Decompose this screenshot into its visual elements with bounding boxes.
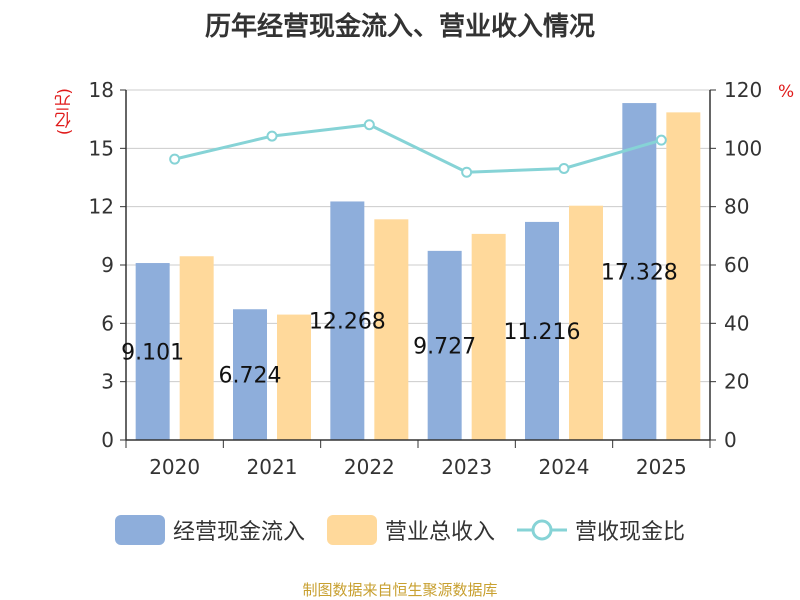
data-label-cash-inflow: 9.727 <box>413 334 476 359</box>
x-tick-label: 2024 <box>539 455 590 479</box>
bar-cash-inflow <box>135 263 170 440</box>
left-tick-label: 18 <box>89 78 114 102</box>
right-tick-label: 80 <box>724 195 749 219</box>
x-tick-label: 2023 <box>441 455 492 479</box>
right-tick-label: 60 <box>724 253 749 277</box>
x-tick-label: 2020 <box>149 455 200 479</box>
legend-item-revenue[interactable]: 营业总收入 <box>326 514 495 546</box>
right-tick-label: 100 <box>724 136 762 160</box>
right-tick-label: 40 <box>724 311 749 335</box>
right-tick-label: 20 <box>724 370 749 394</box>
bar-revenue <box>374 219 409 440</box>
x-tick-label: 2022 <box>344 455 395 479</box>
axes: 0 3 6 9 12 15 18 0 20 40 60 80 100 120 2020 2021 2022 202… <box>89 78 763 479</box>
bar-revenue <box>179 256 214 440</box>
legend-swatch-revenue <box>326 515 377 545</box>
ratio-line <box>169 119 667 178</box>
left-tick-label: 3 <box>101 370 114 394</box>
bar-cash-inflow <box>233 309 267 440</box>
legend-label-cash-inflow: 经营现金流入 <box>172 520 305 545</box>
x-tick-label: 2021 <box>247 455 298 479</box>
bar-revenue <box>471 233 506 440</box>
data-label-cash-inflow: 6.724 <box>219 364 282 389</box>
ratio-point <box>266 130 278 142</box>
bar-cash-inflow <box>622 103 657 441</box>
ratio-point <box>461 166 473 178</box>
legend-item-cash-inflow[interactable]: 经营现金流入 <box>114 514 305 546</box>
bar-cash-inflow <box>427 250 462 440</box>
bar-revenue <box>569 205 603 440</box>
right-tick-label: 120 <box>724 78 762 102</box>
legend: 经营现金流入 营业总收入 营收现金比 <box>0 514 800 546</box>
legend-swatch-ratio <box>517 519 567 541</box>
data-label-cash-inflow: 9.101 <box>121 341 184 366</box>
bar-revenue <box>666 112 701 440</box>
ratio-point <box>558 162 570 174</box>
left-tick-label: 15 <box>89 136 114 160</box>
ratio-point <box>169 153 181 165</box>
ratio-point <box>363 119 375 131</box>
left-tick-label: 6 <box>101 311 114 335</box>
bar-cash-inflow <box>330 201 365 440</box>
legend-label-ratio: 营收现金比 <box>575 520 686 545</box>
legend-label-revenue: 营业总收入 <box>384 520 495 545</box>
data-label-cash-inflow: 11.216 <box>504 320 581 345</box>
left-tick-label: 12 <box>89 195 114 219</box>
legend-item-ratio[interactable]: 营收现金比 <box>517 514 685 546</box>
x-tick-label: 2025 <box>636 455 687 479</box>
right-tick-label: 0 <box>724 428 737 452</box>
bars <box>135 103 701 441</box>
data-label-cash-inflow: 17.328 <box>601 261 678 286</box>
right-axis-unit: % <box>778 82 795 102</box>
data-labels: 9.101 6.724 12.268 9.727 11.216 17.328 <box>121 261 678 389</box>
data-label-cash-inflow: 12.268 <box>309 310 386 335</box>
ratio-point <box>655 134 667 146</box>
footer-source: 制图数据来自恒生聚源数据库 <box>302 581 498 599</box>
bar-cash-inflow <box>525 221 559 440</box>
chart-title: 历年经营现金流入、营业收入情况 <box>204 12 595 42</box>
left-tick-label: 0 <box>101 428 114 452</box>
ratio-line-path <box>174 123 662 174</box>
left-tick-label: 9 <box>101 253 114 277</box>
legend-swatch-cash-inflow <box>114 515 165 545</box>
bar-revenue <box>277 314 311 440</box>
